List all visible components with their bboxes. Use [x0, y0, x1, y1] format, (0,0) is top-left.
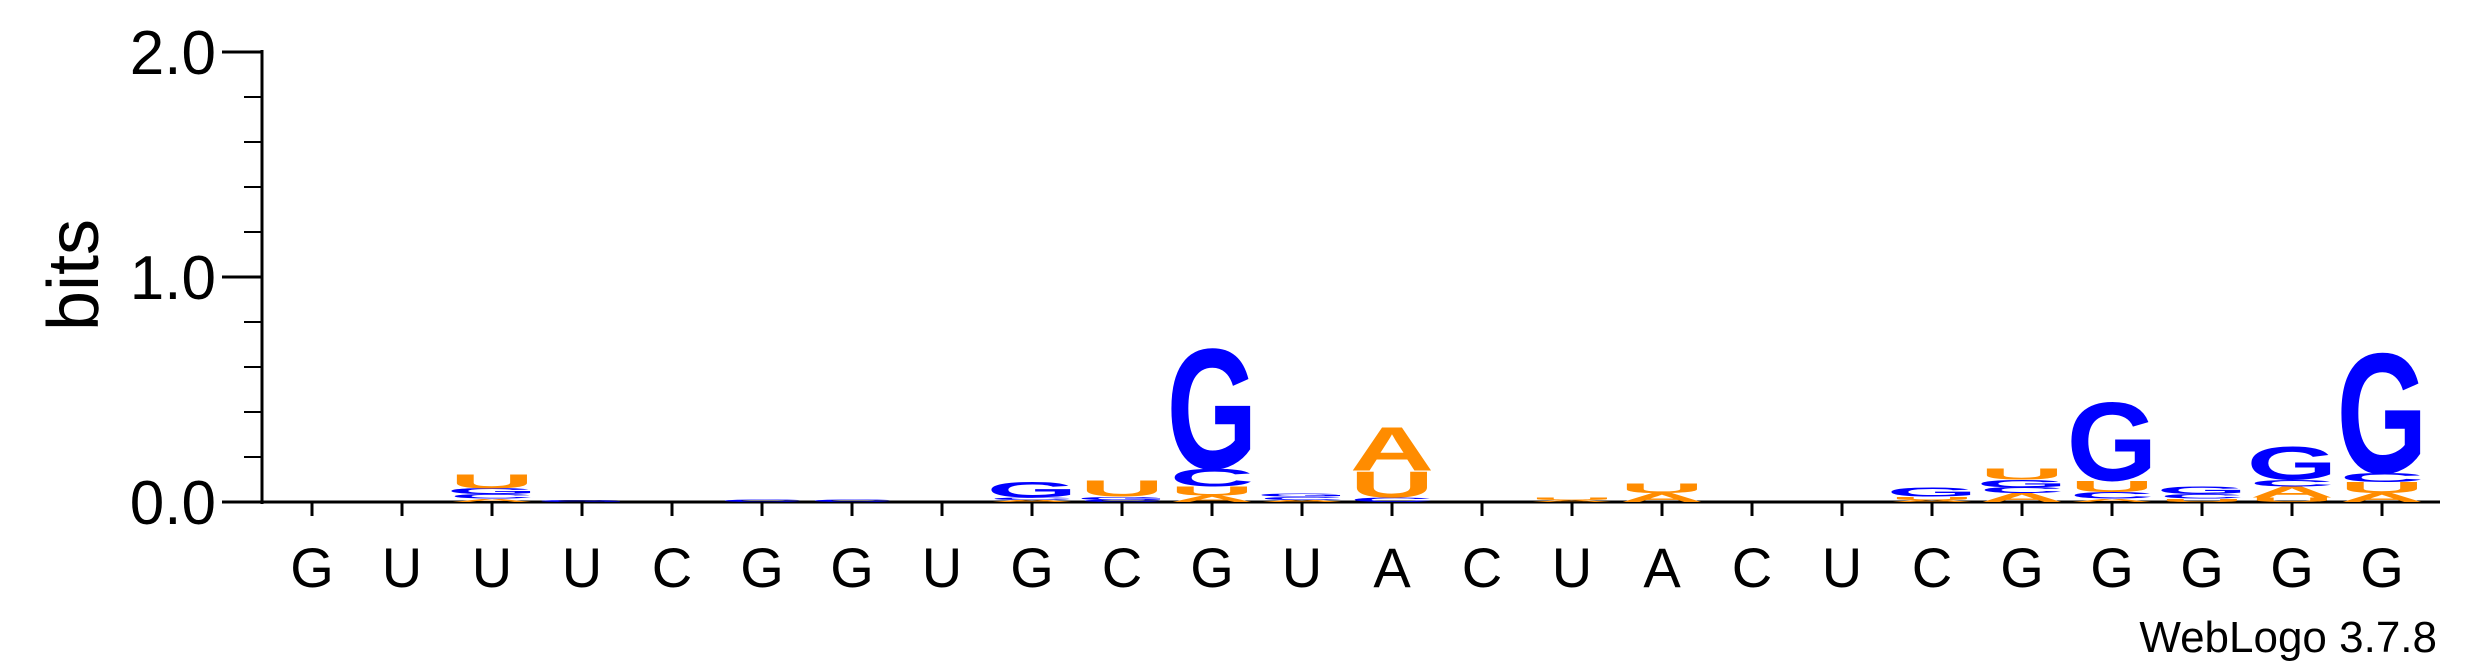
logo-letter-C: C [990, 497, 1074, 500]
logo-letter-U: U [2160, 498, 2244, 503]
y-tick-label: 0.0 [130, 469, 216, 538]
y-axis: 0.0 1.0 2.0 [130, 19, 264, 538]
position-label: U [562, 536, 602, 599]
logo-letter-C: C [450, 493, 534, 500]
logo-column: ACG [987, 478, 1078, 503]
logo-letter-A: A [1620, 491, 1704, 505]
logo-letter-U: U [2250, 496, 2334, 503]
position-label: C [1102, 536, 1142, 599]
logo-letter-A: A [1170, 494, 1254, 505]
logo-letter-C: C [1350, 496, 1434, 503]
logo-letter-G: G [1977, 477, 2068, 489]
logo-letter-A: A [2340, 491, 2424, 505]
logo-column: AUG [1887, 485, 1978, 503]
logo-letter-C: C [2340, 470, 2424, 484]
position-label: U [1552, 536, 1592, 599]
position-label: C [1912, 536, 1952, 599]
logo-letter-A: A [2250, 483, 2334, 500]
logo-letter-C: C [1260, 496, 1344, 501]
logo-letter-U: U [2070, 478, 2154, 495]
logo-letter-U: U [1980, 465, 2064, 482]
logo-letter-G: G [2157, 484, 2248, 496]
position-label: C [1732, 536, 1772, 599]
logo-letter-U: U [1170, 484, 1254, 498]
logo-letter-A: A [990, 499, 1074, 502]
logo-letter-G: G [2337, 318, 2428, 510]
position-label: C [1462, 536, 1502, 599]
y-axis-label: bits [34, 219, 114, 331]
logo-column: AU [1620, 480, 1704, 504]
logo-letter-G: G [1887, 485, 1978, 499]
logo-letter-C: C [720, 499, 804, 503]
logo-column: AU [1530, 497, 1614, 503]
logo-column: ACG [1257, 492, 1348, 503]
position-label: G [830, 536, 874, 599]
position-label: U [1282, 536, 1322, 599]
logo-letter-G: G [447, 487, 538, 496]
logo-column: CUA [1350, 414, 1434, 506]
logo-column: C [810, 499, 894, 503]
logo-letter-U: U [1620, 480, 1704, 496]
logo-letter-C: C [2160, 493, 2244, 500]
logo-letter-C: C [1170, 464, 1254, 492]
logo-letter-A: A [1530, 500, 1614, 503]
logo-letter-C: C [1980, 486, 2064, 495]
position-label: C [652, 536, 692, 599]
position-label: A [1373, 536, 1411, 599]
position-label: U [922, 536, 962, 599]
logo-letter-U: U [1890, 496, 1974, 501]
position-label: G [740, 536, 784, 599]
position-label: A [1643, 536, 1681, 599]
position-label: G [2090, 536, 2134, 599]
y-tick-label: 1.0 [130, 244, 216, 313]
logo-letter-A: A [1260, 499, 1344, 502]
logo-letter-C: C [2250, 478, 2334, 489]
logo-letter-G: G [537, 500, 628, 503]
weblogo-credit: WebLogo 3.7.8 [2139, 613, 2437, 662]
logo-letter-U: U [1080, 475, 1164, 501]
logo-column: G [537, 500, 628, 503]
logo-letter-C: C [2070, 490, 2154, 501]
logo-letter-A: A [1890, 499, 1974, 502]
logo-letter-U: U [2340, 479, 2424, 496]
position-label: G [290, 536, 334, 599]
logo-letter-U: U [450, 470, 534, 493]
position-label: G [2270, 536, 2314, 599]
position-label: G [2360, 536, 2404, 599]
y-tick-label: 2.0 [130, 19, 216, 88]
logo-column: CGU [1077, 475, 1168, 502]
position-label: G [1010, 536, 1054, 599]
logo-letter-A: A [1980, 491, 2064, 505]
position-label: G [2180, 536, 2224, 599]
logo-letter-G: G [2247, 437, 2338, 489]
position-label: G [1190, 536, 1234, 599]
position-label: U [382, 536, 422, 599]
logo-letter-C: C [1080, 499, 1164, 502]
logo-letter-A: A [1350, 414, 1434, 484]
logo-letter-U: U [1350, 464, 1434, 506]
logo-letter-C: C [810, 499, 894, 503]
logo-letter-G: G [1077, 496, 1168, 501]
logo-letter-A: A [2070, 498, 2154, 503]
logo-letter-U: U [1530, 497, 1614, 501]
logo-letter-G: G [1167, 314, 1258, 506]
position-label: G [2000, 536, 2044, 599]
logo-letter-G: G [1257, 492, 1348, 497]
logo-column: UCG [2157, 484, 2248, 503]
logo-letter-G: G [2067, 380, 2158, 506]
logo-letter-A: A [450, 498, 534, 503]
logo-letter-G: G [987, 478, 1078, 502]
position-label: U [1822, 536, 1862, 599]
logo-column: C [720, 499, 804, 503]
position-label: U [472, 536, 512, 599]
